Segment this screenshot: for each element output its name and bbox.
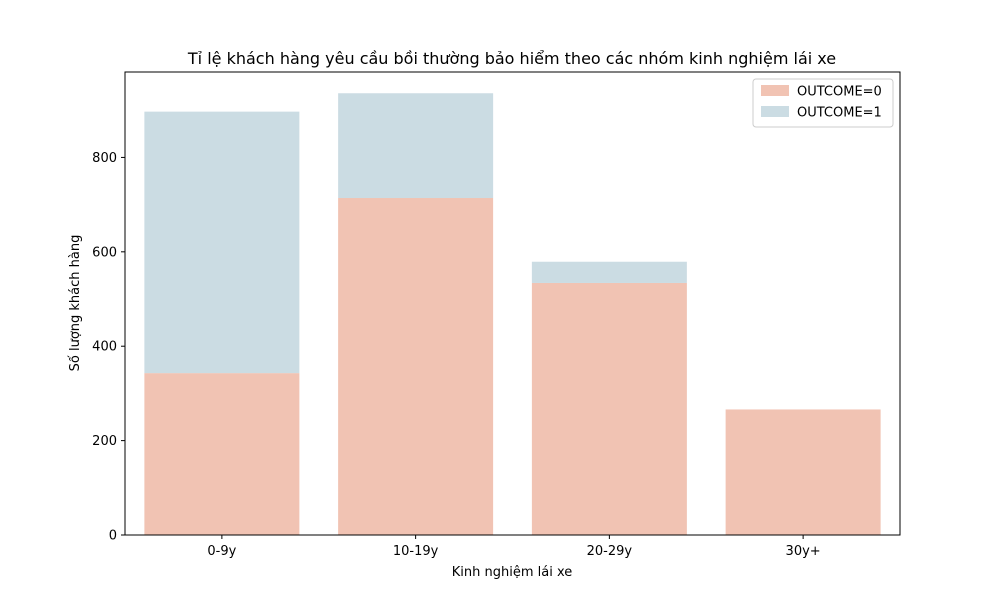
bar-outcome-1-20-29y (531, 261, 687, 283)
y-tick-label: 800 (92, 151, 117, 166)
bar-outcome-1-0-9y (144, 111, 300, 374)
x-tick-label: 20-29y (587, 544, 633, 559)
bar-outcome-1-10-19y (338, 93, 494, 199)
x-tick-label: 0-9y (207, 544, 236, 559)
bar-outcome-0-30y- (725, 409, 881, 535)
legend: OUTCOME=0 OUTCOME=1 (752, 78, 894, 128)
y-tick-label: 0 (109, 529, 117, 544)
legend-swatch (761, 85, 789, 96)
bar-outcome-0-20-29y (531, 282, 687, 535)
y-tick-label: 600 (92, 245, 117, 260)
legend-label: OUTCOME=0 (797, 85, 882, 100)
bar-outcome-0-0-9y (144, 373, 300, 535)
bars-group (144, 93, 881, 535)
legend-label: OUTCOME=1 (797, 106, 882, 121)
y-tick-label: 400 (92, 340, 117, 355)
x-axis-label: Kinh nghiệm lái xe (452, 565, 573, 580)
y-axis-label: Số lượng khách hàng (68, 235, 83, 372)
bar-outcome-0-10-19y (338, 198, 494, 535)
plot-frame (124, 71, 901, 536)
x-tick-label: 10-19y (393, 544, 439, 559)
x-tick-label: 30y+ (786, 544, 821, 559)
legend-swatch (761, 106, 789, 117)
chart-title: Tỉ lệ khách hàng yêu cầu bồi thường bảo … (187, 49, 836, 68)
axes-group: 0 200 400 600 800 0-9y 10-19y 20-29y 30y+ (92, 71, 901, 559)
y-tick-label: 200 (92, 434, 117, 449)
